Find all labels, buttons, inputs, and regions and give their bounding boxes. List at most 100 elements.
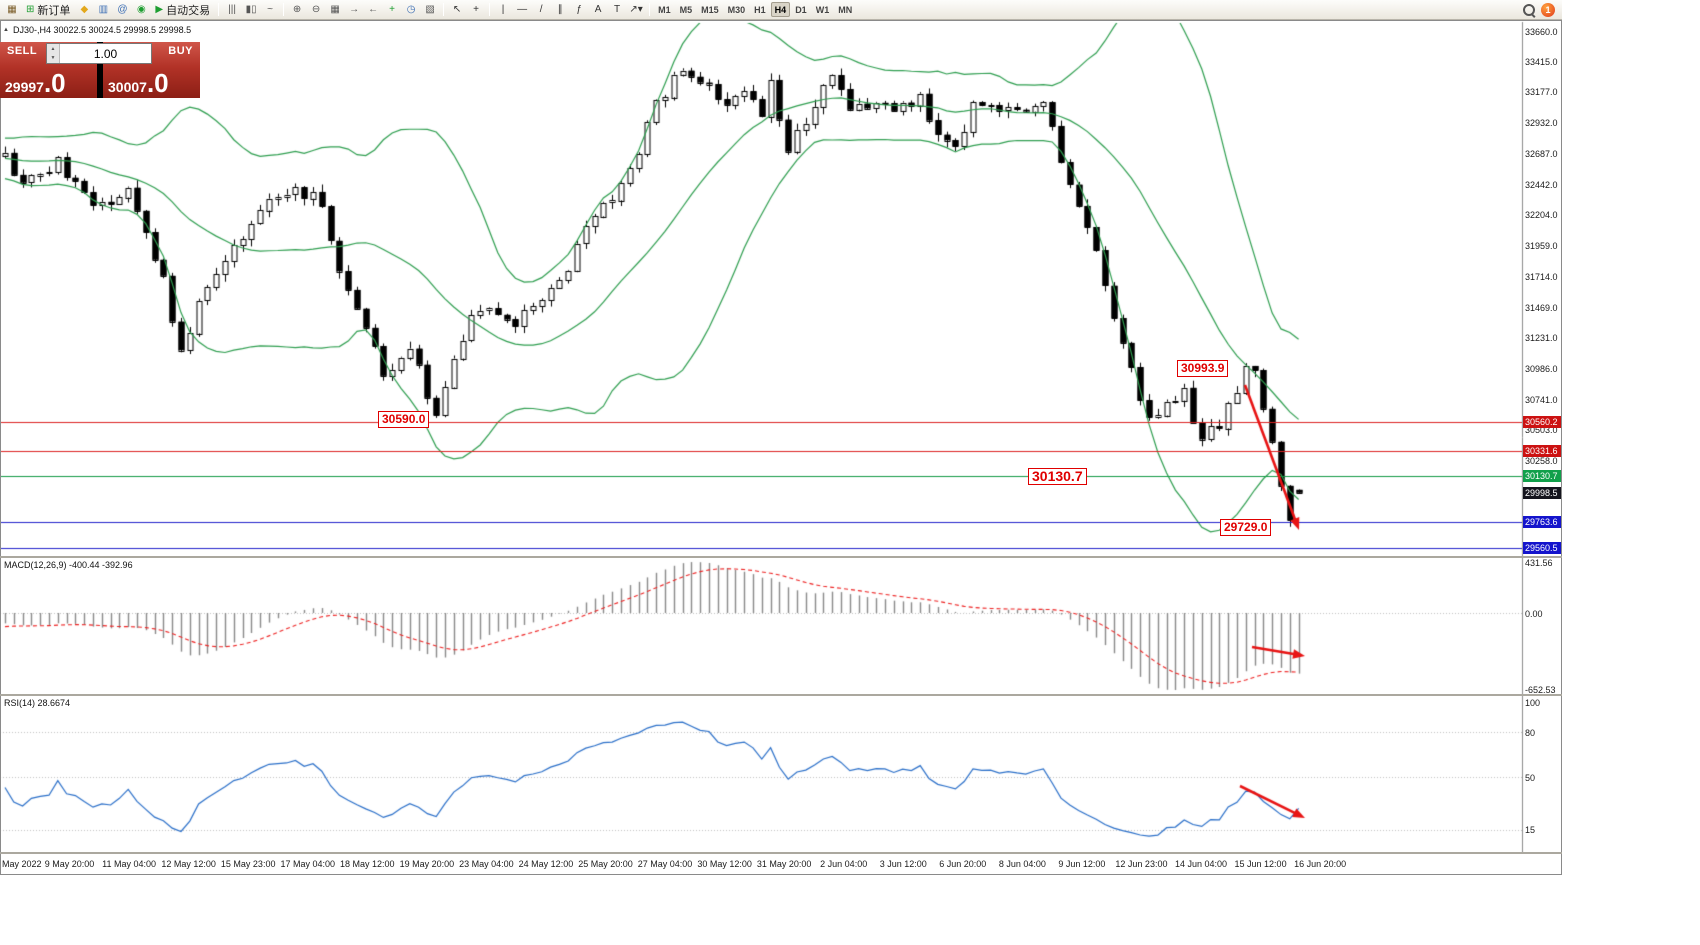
auto-trading-button[interactable]: ▶ 自动交易: [151, 2, 214, 18]
price-annotation[interactable]: 29729.0: [1220, 519, 1272, 536]
new-chart-icon[interactable]: ▦: [7, 4, 17, 15]
time-axis-label: 24 May 12:00: [518, 859, 574, 869]
arrows-tool-icon[interactable]: ↗▾: [629, 4, 643, 15]
symbol-marker-icon: ▲: [3, 27, 9, 33]
time-axis-label: 31 May 20:00: [756, 859, 812, 869]
time-axis-label: 16 Jun 20:00: [1294, 859, 1347, 869]
buy-price: 30007.0: [108, 68, 169, 98]
timeframe-w1[interactable]: W1: [815, 4, 830, 15]
new-order-button[interactable]: ⊞ 新订单: [22, 2, 74, 18]
price-axis-tick: 31959.0: [1525, 241, 1558, 252]
timeframe-m1[interactable]: M1: [658, 4, 671, 15]
rsi-axis-tick: 15: [1525, 825, 1536, 835]
price-axis-tick: 32442.0: [1525, 180, 1558, 191]
time-axis-label: May 2022: [2, 859, 42, 869]
horizontal-line-icon[interactable]: —: [517, 4, 528, 15]
search-icon[interactable]: [1522, 3, 1536, 17]
chart-shift-icon[interactable]: ←: [368, 4, 379, 15]
vertical-line-icon[interactable]: |: [501, 4, 505, 15]
buy-button[interactable]: BUY 30007.0: [103, 42, 200, 98]
time-axis-label: 17 May 04:00: [280, 859, 336, 869]
toolbar: ▦ ⊞ 新订单 ◆ ▥ @ ◉ ▶ 自动交易 ||| ▮▯ ~ ⊕ ⊖ ▦ → ← + ◷ ▧ ↖ + | — / ∥ ƒ A T ↗▾ M…: [0, 0, 1562, 20]
panel-divider-macd[interactable]: [0, 556, 1562, 558]
notification-badge[interactable]: 1: [1541, 2, 1555, 17]
time-axis-label: 30 May 12:00: [697, 859, 752, 869]
time-axis-label: 12 Jun 23:00: [1115, 859, 1168, 869]
zoom-out-icon[interactable]: ⊖: [311, 4, 321, 15]
zoom-in-icon[interactable]: ⊕: [292, 4, 302, 15]
time-axis-label: 27 May 04:00: [637, 859, 693, 869]
volume-spinner: ▲ ▼: [47, 44, 60, 63]
volume-value[interactable]: 1.00: [93, 46, 118, 61]
time-axis-label: 3 Jun 12:00: [879, 859, 927, 869]
volume-field[interactable]: ▲ ▼ 1.00: [46, 43, 152, 64]
volume-down-button[interactable]: ▼: [50, 55, 56, 62]
text-icon[interactable]: A: [594, 4, 602, 15]
timeframe-m5[interactable]: M5: [679, 4, 693, 15]
timeframe-mn[interactable]: MN: [838, 4, 853, 15]
chart-canvas[interactable]: [0, 20, 1562, 875]
time-axis-label: 14 Jun 04:00: [1174, 859, 1228, 869]
cursor-icon[interactable]: ↖: [452, 4, 462, 15]
price-axis[interactable]: 33660.0 33415.0 33177.0 32932.0 32687.0 32442…: [1523, 20, 1562, 853]
time-axis[interactable]: May 2022 9 May 20:00 11 May 04:00 12 May 12…: [0, 853, 1522, 875]
timeframe-h4[interactable]: H4: [770, 2, 791, 17]
time-axis-label: 9 May 20:00: [44, 859, 95, 869]
macd-axis-tick: -652.53: [1525, 685, 1556, 696]
templates-icon[interactable]: ▧: [425, 4, 435, 15]
sell-price: 29997.0: [5, 68, 66, 98]
timeframe-h1[interactable]: H1: [754, 4, 766, 15]
price-annotation[interactable]: 30993.9: [1177, 360, 1229, 377]
macd-indicator-label: MACD(12,26,9) -400.44 -392.96: [4, 560, 133, 570]
time-axis-label: 19 May 20:00: [399, 859, 455, 869]
market-watch-icon[interactable]: ▥: [98, 4, 109, 15]
price-axis-tick: 33177.0: [1525, 87, 1558, 98]
channel-icon[interactable]: ∥: [557, 4, 563, 15]
price-axis-tick: 30258.0: [1525, 455, 1558, 466]
tile-windows-icon[interactable]: ▦: [330, 4, 340, 15]
price-badge: 30130.7: [1523, 470, 1562, 483]
price-annotation[interactable]: 30590.0: [378, 411, 430, 428]
strategy-tester-icon[interactable]: ◉: [137, 4, 146, 15]
auto-trading-icon: ▶: [155, 4, 164, 15]
panel-divider-rsi[interactable]: [0, 694, 1562, 696]
crosshair-icon[interactable]: +: [473, 4, 480, 15]
bar-chart-icon[interactable]: |||: [228, 4, 236, 15]
buy-label: BUY: [168, 45, 193, 57]
rsi-axis-tick: 100: [1525, 697, 1541, 708]
price-badge: 30331.6: [1523, 444, 1562, 457]
trendline-icon[interactable]: /: [539, 4, 543, 15]
price-annotation[interactable]: 30130.7: [1028, 468, 1087, 485]
timeframe-m30[interactable]: M30: [727, 4, 746, 15]
toolbar-separator: [443, 3, 445, 16]
macd-axis-tick: 0.00: [1525, 608, 1543, 619]
candlestick-chart-icon[interactable]: ▮▯: [245, 4, 257, 15]
timeframe-m15[interactable]: M15: [701, 4, 719, 15]
metaeditor-icon[interactable]: ◆: [80, 4, 89, 15]
rsi-axis-tick: 80: [1525, 727, 1536, 738]
symbol-ohlc-line: ▲ DJ30-,H4 30022.5 30024.5 29998.5 29998…: [3, 25, 191, 35]
time-axis-label: 15 May 23:00: [220, 859, 276, 869]
indicators-icon[interactable]: +: [389, 4, 396, 15]
options-icon[interactable]: @: [117, 4, 128, 15]
auto-scroll-icon[interactable]: →: [349, 4, 360, 15]
price-axis-tick: 33660.0: [1525, 26, 1558, 37]
rsi-axis-tick: 50: [1525, 772, 1536, 783]
text-label-icon[interactable]: T: [614, 4, 621, 15]
panel-divider-timeaxis[interactable]: [0, 852, 1562, 854]
time-axis-label: 9 Jun 12:00: [1058, 859, 1106, 869]
line-chart-icon[interactable]: ~: [267, 4, 274, 15]
time-axis-label: 6 Jun 20:00: [939, 859, 987, 869]
fibonacci-icon[interactable]: ƒ: [576, 4, 582, 15]
time-axis-label: 12 May 12:00: [161, 859, 216, 869]
periods-icon[interactable]: ◷: [406, 4, 416, 15]
volume-up-button[interactable]: ▲: [50, 45, 56, 52]
price-axis-tick: 32687.0: [1525, 149, 1558, 160]
timeframe-d1[interactable]: D1: [795, 4, 807, 15]
price-axis-tick: 30741.0: [1525, 394, 1558, 405]
new-order-icon: ⊞: [26, 4, 35, 15]
time-axis-label: 23 May 04:00: [459, 859, 514, 869]
price-badge: 29763.6: [1523, 516, 1562, 529]
time-axis-label: 18 May 12:00: [340, 859, 395, 869]
price-badge: 29998.5: [1523, 486, 1562, 499]
